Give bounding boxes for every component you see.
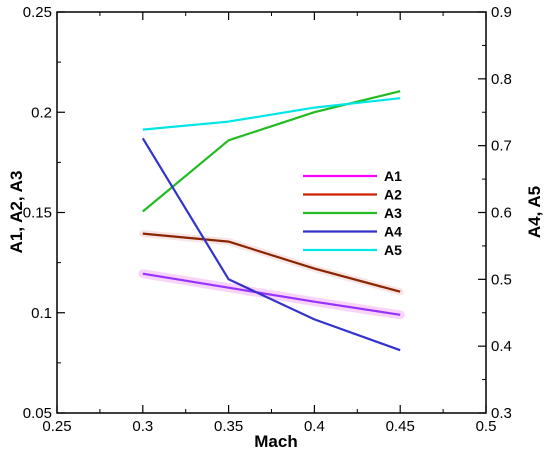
legend-label-a5: A5 (384, 242, 402, 258)
x-tick-label: 0.35 (214, 418, 243, 435)
x-tick-label: 0.4 (304, 418, 325, 435)
y-left-tick-label: 0.15 (23, 205, 52, 222)
y-left-tick-label: 0.1 (31, 305, 52, 322)
x-tick-label: 0.5 (476, 418, 497, 435)
series-lines (138, 90, 405, 352)
y-left-tick-label: 0.2 (31, 104, 52, 121)
plot-frame (56, 11, 487, 414)
y-right-tick-label: 0.8 (491, 71, 512, 88)
legend: A1 A2 A3 A4 A5 (303, 168, 402, 258)
y-right-tick-label: 0.5 (491, 271, 512, 288)
series-line-a1 (142, 272, 401, 316)
series-line-a4 (141, 137, 401, 352)
legend-label-a1: A1 (384, 168, 402, 184)
legend-label-a2: A2 (384, 187, 402, 203)
x-tick-label: 0.3 (132, 418, 153, 435)
y-axis-left-title: A1, A2, A3 (7, 171, 26, 254)
x-axis-title: Mach (254, 432, 297, 451)
y-right-tick-label: 0.9 (491, 4, 512, 21)
legend-label-a3: A3 (384, 205, 402, 221)
y-right-tick-label: 0.6 (491, 205, 512, 222)
y-right-tick-label: 0.4 (491, 338, 512, 355)
y-right-tick-label: 0.7 (491, 138, 512, 155)
series-line-a2 (142, 232, 401, 293)
x-tick-label: 0.25 (42, 418, 71, 435)
axes: 0.25 0.3 0.35 0.4 0.45 0.5 0.05 0.1 0.15 0.2 0.25 0… (23, 4, 512, 435)
series-line-a5 (142, 97, 401, 131)
series-line-a3 (142, 90, 401, 213)
y-left-tick-label: 0.05 (23, 405, 52, 422)
y-axis-right-title: A4, A5 (525, 186, 544, 238)
x-tick-label: 0.45 (386, 418, 415, 435)
y-left-tick-label: 0.25 (23, 4, 52, 21)
y-right-tick-label: 0.3 (491, 405, 512, 422)
legend-label-a4: A4 (384, 224, 402, 240)
